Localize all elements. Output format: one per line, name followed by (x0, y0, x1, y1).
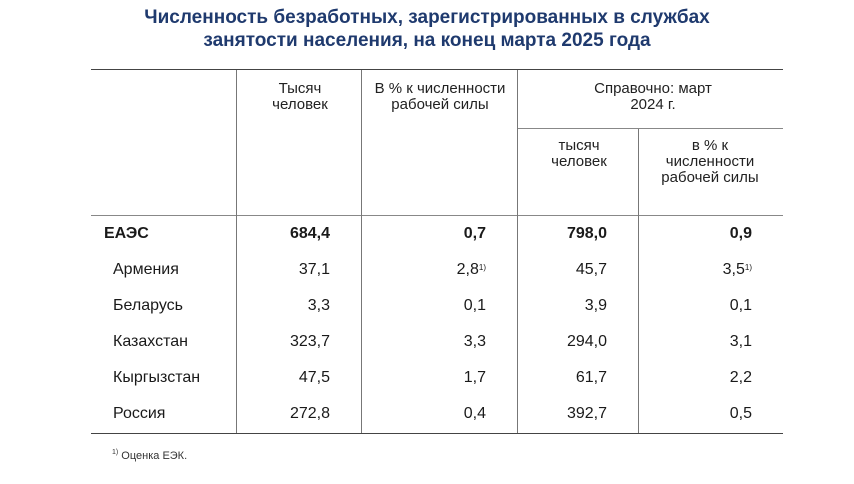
title-line-1: Численность безработных, зарегистрирован… (144, 7, 710, 28)
cell-col-4: 3,51) (652, 260, 752, 280)
cell-col-2: 0,4 (386, 404, 486, 424)
header-percent-labor-force: В % к численности рабочей силы (374, 80, 506, 113)
row-name: Кыргызстан (113, 369, 201, 386)
col-divider-2 (361, 70, 362, 433)
header-bottom-rule (91, 215, 783, 216)
cell-col-4: 2,2 (652, 368, 752, 388)
title-line-2: занятости населения, на конец марта 2025… (203, 30, 651, 51)
col-divider-1 (236, 70, 237, 433)
header-thousand-people: Тысяч человек (272, 80, 328, 113)
cell-value: 3,5 (722, 261, 745, 278)
cell-value: 0,4 (463, 405, 486, 422)
cell-value: 392,7 (566, 405, 607, 422)
cell-col-2: 1,7 (386, 368, 486, 388)
cell-col-1: 37,1 (230, 260, 330, 280)
cell-col-1: 684,4 (230, 224, 330, 244)
cell-value: 798,0 (566, 225, 607, 242)
col-divider-3 (517, 70, 518, 433)
cell-col-3: 392,7 (507, 404, 607, 424)
cell-col-2: 3,3 (386, 332, 486, 352)
footnote-ref: 1) (744, 263, 752, 272)
cell-value: 47,5 (298, 369, 330, 386)
cell-col-1: 323,7 (230, 332, 330, 352)
header-ref-thousand-people: тысяч человек (551, 137, 607, 170)
footnote-ref: 1) (478, 263, 486, 272)
cell-col-2: 0,7 (386, 224, 486, 244)
cell-value: 37,1 (298, 261, 330, 278)
header-ref-percent-labor-force: в % к численности рабочей силы (661, 137, 759, 186)
cell-value: 3,9 (584, 297, 607, 314)
cell-col-3: 798,0 (507, 224, 607, 244)
cell-value: 0,5 (729, 405, 752, 422)
cell-value: 294,0 (566, 333, 607, 350)
table-top-rule (91, 69, 783, 70)
cell-col-3: 3,9 (507, 296, 607, 316)
cell-value: 323,7 (289, 333, 330, 350)
cell-value: 2,8 (456, 261, 479, 278)
row-name: Беларусь (113, 297, 183, 314)
cell-col-3: 61,7 (507, 368, 607, 388)
row-name: Россия (113, 405, 166, 422)
cell-col-4: 3,1 (652, 332, 752, 352)
cell-col-4: 0,5 (652, 404, 752, 424)
cell-value: 3,3 (307, 297, 330, 314)
cell-value: 684,4 (289, 225, 330, 242)
footnote-text: Оценка ЕЭК. (118, 450, 188, 462)
cell-value: 2,2 (729, 369, 752, 386)
cell-col-1: 272,8 (230, 404, 330, 424)
cell-value: 272,8 (289, 405, 330, 422)
cell-col-1: 3,3 (230, 296, 330, 316)
page-title: Численность безработных, зарегистрирован… (0, 6, 854, 52)
table-bottom-rule (91, 433, 783, 434)
ref-group-rule (518, 128, 783, 129)
row-name: ЕАЭС (104, 225, 149, 242)
cell-col-2: 0,1 (386, 296, 486, 316)
cell-value: 0,7 (463, 225, 486, 242)
cell-value: 1,7 (463, 369, 486, 386)
cell-col-4: 0,9 (652, 224, 752, 244)
col-divider-4 (638, 129, 639, 433)
footnote: 1) Оценка ЕЭК. (112, 449, 188, 462)
cell-col-3: 294,0 (507, 332, 607, 352)
footnote-mark: 1) (112, 449, 119, 456)
cell-value: 0,9 (729, 225, 752, 242)
row-name: Казахстан (113, 333, 188, 350)
cell-value: 3,3 (463, 333, 486, 350)
cell-col-1: 47,5 (230, 368, 330, 388)
cell-col-2: 2,81) (386, 260, 486, 280)
cell-value: 45,7 (575, 261, 607, 278)
cell-value: 0,1 (463, 297, 486, 314)
row-name: Армения (113, 261, 179, 278)
cell-col-3: 45,7 (507, 260, 607, 280)
cell-col-4: 0,1 (652, 296, 752, 316)
header-reference-march-2024: Справочно: март 2024 г. (594, 80, 712, 113)
cell-value: 3,1 (729, 333, 752, 350)
cell-value: 61,7 (575, 369, 607, 386)
cell-value: 0,1 (729, 297, 752, 314)
